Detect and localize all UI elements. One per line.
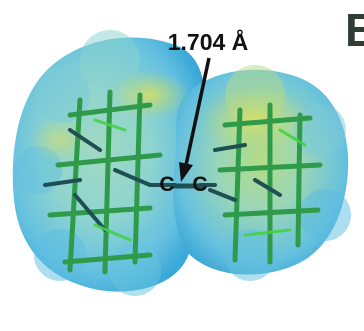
carbon-label-left: C (159, 173, 174, 196)
bond (102, 89, 113, 275)
surface-bump (299, 189, 351, 241)
surface-yellow-region (110, 70, 190, 120)
bond (243, 228, 292, 237)
bond (253, 178, 282, 197)
left-cage-wireframe (43, 89, 177, 275)
bond (295, 112, 303, 248)
surface-bump (80, 30, 140, 90)
right-cage-wireframe (198, 102, 323, 265)
arrow-shaft (184, 57, 211, 166)
bond (213, 143, 247, 152)
carbon-label-right: C (192, 173, 207, 196)
bond (208, 188, 237, 202)
bond (73, 193, 107, 232)
bond (67, 97, 83, 273)
bond (93, 223, 132, 242)
bond (47, 205, 153, 218)
surface-bump (34, 229, 86, 281)
bond-length-arrow (179, 57, 211, 182)
bond (68, 128, 102, 152)
surface-bump (34, 67, 90, 123)
panel-label: B (345, 4, 364, 56)
bond (43, 178, 82, 187)
bond-length-label: 1.704 Å (168, 28, 249, 55)
arrow-head (179, 162, 193, 182)
bond (93, 118, 127, 132)
bond (232, 107, 243, 263)
surface-yellow-region (200, 85, 310, 155)
bond (113, 168, 152, 187)
bond (278, 128, 307, 147)
